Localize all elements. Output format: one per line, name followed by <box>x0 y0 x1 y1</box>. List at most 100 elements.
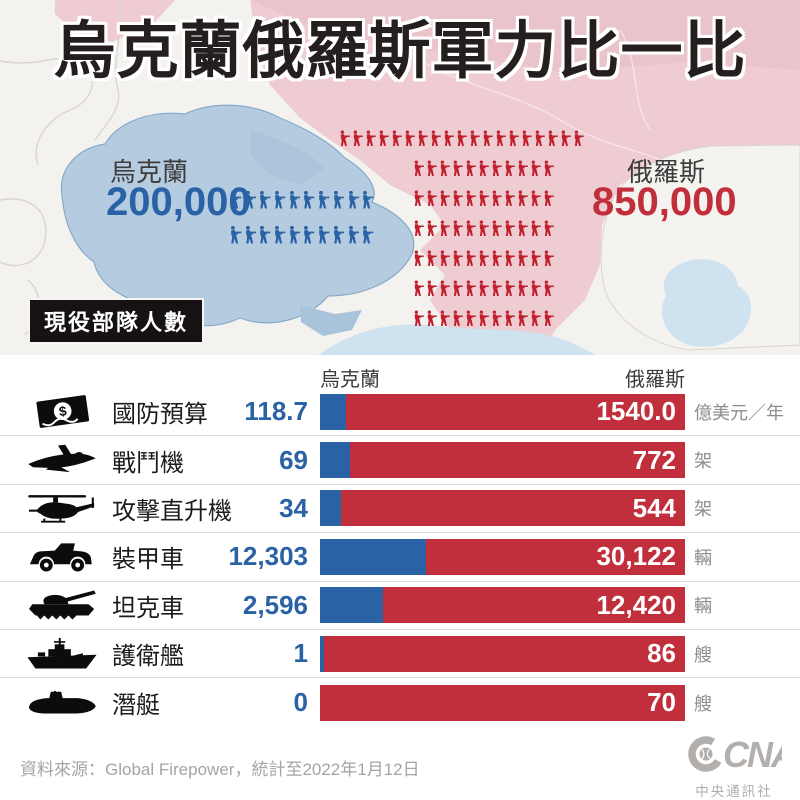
russia-bar-segment: 772 <box>349 442 685 479</box>
page-title: 烏克蘭俄羅斯軍力比一比 <box>53 17 747 86</box>
soldier-icon <box>425 275 437 302</box>
column-header-ukraine: 烏克蘭 <box>320 369 380 391</box>
soldier-icon <box>529 245 541 272</box>
russia-value: 1540.0 <box>596 396 676 427</box>
fighter-jet-icon <box>22 439 102 481</box>
soldier-icon <box>390 125 402 152</box>
soldier-icon <box>464 245 476 272</box>
soldier-icon <box>490 215 502 242</box>
comparison-bar: 12,420 <box>320 587 685 624</box>
soldier-icon <box>257 185 271 215</box>
russia-value: 70 <box>647 687 676 718</box>
soldier-icon <box>425 185 437 212</box>
soldier-icon <box>438 305 450 332</box>
soldier-icon <box>316 220 330 250</box>
russia-bar-segment: 30,122 <box>425 538 685 575</box>
cna-logo-mark: CNA <box>688 734 797 775</box>
row-label-value: 戰鬥機 69 <box>112 443 308 478</box>
frigate-icon <box>22 633 102 675</box>
russia-value: 772 <box>632 444 676 475</box>
map-background <box>0 0 800 355</box>
row-label-value: 潛艇 0 <box>112 685 308 720</box>
ukraine-value: 0 <box>293 687 308 718</box>
soldier-icon <box>364 125 376 152</box>
comparison-bar: 544 <box>320 490 685 527</box>
ukraine-bar-segment <box>320 538 426 575</box>
soldier-icon <box>477 305 489 332</box>
soldier-icon <box>516 305 528 332</box>
cna-logo: CNA 中央通訊社 <box>680 733 797 800</box>
table-rows: 國防預算 118.7 1540.0 億美元／年 戰鬥機 69 772 架 <box>0 388 800 727</box>
map-russia-border-lines <box>419 29 661 161</box>
comparison-bar: 70 <box>320 684 685 721</box>
soldier-icon <box>494 125 506 152</box>
active-troops-badge: 現役部隊人數 <box>28 298 205 344</box>
ukraine-label: 烏克蘭 <box>110 157 189 187</box>
cna-logo-caption: 中央通訊社 <box>695 784 773 799</box>
soldier-icon <box>412 185 424 212</box>
soldier-icon <box>529 185 541 212</box>
row-label: 國防預算 <box>112 401 208 429</box>
soldier-icon <box>542 155 554 182</box>
row-unit: 艘 <box>694 644 712 665</box>
armored-vehicle-icon <box>22 536 102 578</box>
soldier-icon <box>442 125 454 152</box>
russia-bar-segment: 544 <box>341 490 685 527</box>
russia-troops-value: 850,000 <box>592 180 737 224</box>
map-belarus-region <box>55 0 175 42</box>
soldier-icon <box>429 125 441 152</box>
tank-icon <box>22 584 102 626</box>
attack-helicopter-icon <box>22 487 102 529</box>
soldier-row <box>412 215 585 242</box>
row-label-value: 攻擊直升機 34 <box>112 491 308 526</box>
soldier-icon <box>503 275 515 302</box>
russia-value: 86 <box>647 638 676 669</box>
soldier-icon <box>451 245 463 272</box>
ukraine-value: 12,303 <box>228 541 308 572</box>
map-section: 烏克蘭俄羅斯軍力比一比 烏克蘭 200,000 俄羅斯 850,000 現役部隊… <box>0 0 800 355</box>
soldier-icon <box>412 305 424 332</box>
soldier-icon <box>542 245 554 272</box>
soldier-icon <box>451 275 463 302</box>
globe-icon <box>699 747 713 761</box>
soldier-icon <box>412 245 424 272</box>
row-label: 裝甲車 <box>112 546 184 574</box>
soldier-icon <box>272 220 286 250</box>
soldier-icon <box>451 185 463 212</box>
soldier-icon <box>425 305 437 332</box>
soldier-icon <box>464 275 476 302</box>
soldier-icon <box>287 220 301 250</box>
map-caspian-sea <box>662 259 752 347</box>
soldier-icon <box>438 185 450 212</box>
soldier-icon <box>516 245 528 272</box>
soldier-icon <box>464 215 476 242</box>
soldier-icon <box>503 155 515 182</box>
soldier-icon <box>503 215 515 242</box>
russia-value: 12,420 <box>596 589 676 620</box>
soldier-icon <box>377 125 389 152</box>
column-headers: 烏克蘭 俄羅斯 <box>0 355 800 391</box>
comparison-bar: 30,122 <box>320 538 685 575</box>
table-row: 裝甲車 12,303 30,122 輛 <box>0 533 800 582</box>
banknote-icon <box>22 391 102 433</box>
soldier-icon <box>507 125 519 152</box>
soldier-icon <box>403 125 415 152</box>
soldier-icon <box>559 125 571 152</box>
soldier-icon <box>490 185 502 212</box>
soldier-icon <box>416 125 428 152</box>
row-label: 戰鬥機 <box>112 449 184 477</box>
soldier-row <box>412 155 585 182</box>
submarine-icon <box>22 682 102 724</box>
soldier-icon <box>542 305 554 332</box>
row-label: 護衛艦 <box>112 643 184 671</box>
russia-bar-segment: 12,420 <box>383 587 685 624</box>
soldier-icon <box>464 185 476 212</box>
soldier-icon <box>316 185 330 215</box>
row-label-value: 坦克車 2,596 <box>112 588 308 623</box>
soldier-row <box>338 125 585 152</box>
comparison-bar: 772 <box>320 442 685 479</box>
row-unit: 艘 <box>694 693 712 714</box>
column-header-russia: 俄羅斯 <box>625 369 685 391</box>
soldier-icon <box>529 215 541 242</box>
row-label-value: 護衛艦 1 <box>112 636 308 671</box>
